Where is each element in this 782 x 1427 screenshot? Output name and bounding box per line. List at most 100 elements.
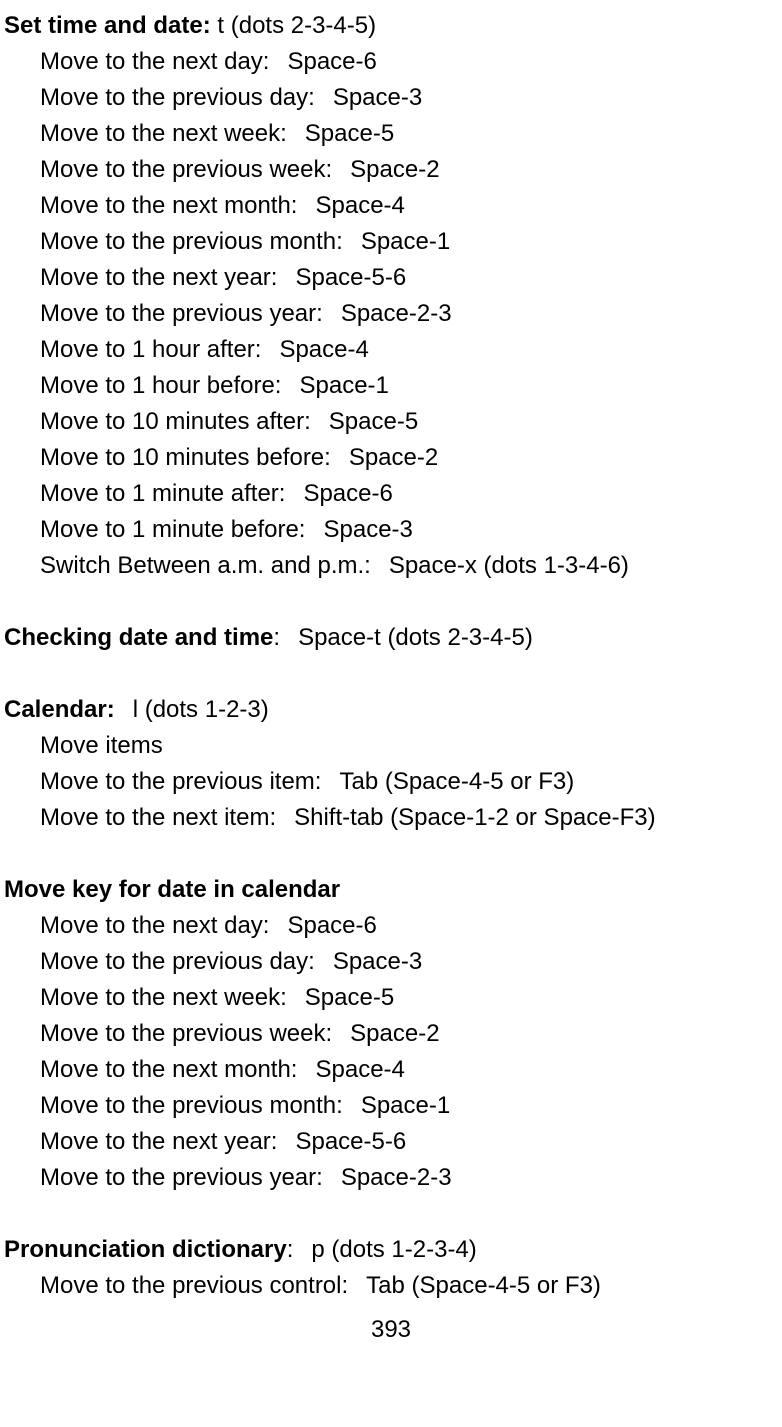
item-label: Move to the next week:	[40, 120, 287, 147]
heading-suffix: :	[287, 1236, 294, 1263]
item-value: Space-6	[303, 480, 392, 507]
item-value: Space-2	[349, 444, 438, 471]
item-label: Move to the next month:	[40, 192, 297, 219]
item-value: Space-4	[279, 336, 368, 363]
item-label: Move to the previous month:	[40, 228, 343, 255]
heading-calendar: Calendar: l (dots 1-2-3)	[4, 692, 778, 728]
items-calendar: Move items Move to the previous item: Tab …	[4, 728, 778, 836]
list-item: Move to 1 hour after: Space-4	[4, 332, 778, 368]
list-item: Move to the next month: Space-4	[4, 188, 778, 224]
item-value: Space-5	[329, 408, 418, 435]
list-item: Move to the next item: Shift-tab (Space-1…	[4, 800, 778, 836]
list-item: Move items	[4, 728, 778, 764]
list-item: Move to the previous month:Space-1	[4, 1088, 778, 1124]
item-value: Space-5-6	[295, 1128, 406, 1155]
item-value: Space-6	[287, 912, 376, 939]
list-item: Move to the previous month: Space-1	[4, 224, 778, 260]
list-item: Move to the previous day: Space-3	[4, 80, 778, 116]
heading-checking-date-time: Checking date and time: Space-t (dots 2-3…	[4, 620, 778, 656]
item-label: Move to the previous item:	[40, 768, 321, 795]
item-label: Move to the next week:	[40, 984, 287, 1011]
section-move-key-calendar: Move key for date in calendar Move to th…	[4, 872, 778, 1196]
item-value: Space-5	[305, 120, 394, 147]
item-value: Space-4	[315, 1056, 404, 1083]
heading-text: Calendar:	[4, 696, 115, 723]
heading-set-time-date: Set time and date: t (dots 2-3-4-5)	[4, 8, 778, 44]
heading-text: Pronunciation dictionary	[4, 1236, 287, 1263]
item-value: Space-3	[333, 948, 422, 975]
list-item: Move to the previous control: Tab (Space-…	[4, 1268, 778, 1304]
item-value: Tab (Space-4-5 or F3)	[366, 1272, 601, 1299]
item-label: Move to 1 minute before:	[40, 516, 305, 543]
list-item: Move to the previous day: Space-3	[4, 944, 778, 980]
list-item: Move to the previous year: Space-2-3	[4, 296, 778, 332]
item-label: Move to 1 hour before:	[40, 372, 281, 399]
heading-value: l (dots 1-2-3)	[133, 696, 269, 723]
item-value: Space-6	[287, 48, 376, 75]
list-item: Move to 10 minutes after: Space-5	[4, 404, 778, 440]
list-item: Move to the next week: Space-5	[4, 980, 778, 1016]
heading-value: p (dots 1-2-3-4)	[311, 1236, 476, 1263]
list-item: Move to the next day: Space-6	[4, 44, 778, 80]
item-value: Space-2	[350, 1020, 439, 1047]
item-label: Move to 10 minutes before:	[40, 444, 331, 471]
item-label: Move to the next item:	[40, 804, 276, 831]
heading-value: Space-t (dots 2-3-4-5)	[298, 624, 533, 651]
item-label: Move items	[40, 732, 163, 759]
item-label: Switch Between a.m. and p.m.:	[40, 552, 371, 579]
list-item: Move to 1 minute after: Space-6	[4, 476, 778, 512]
heading-move-key-calendar: Move key for date in calendar	[4, 872, 778, 908]
item-value: Space-5	[305, 984, 394, 1011]
item-value: Space-3	[333, 84, 422, 111]
item-label: Move to the next year:	[40, 264, 277, 291]
item-label: Move to the next year:	[40, 1128, 277, 1155]
item-label: Move to the next day:	[40, 48, 269, 75]
item-label: Move to 1 hour after:	[40, 336, 261, 363]
item-label: Move to the next day:	[40, 912, 269, 939]
item-value: Space-3	[323, 516, 412, 543]
heading-suffix: :	[273, 624, 280, 651]
item-label: Move to 1 minute after:	[40, 480, 285, 507]
item-value: Space-x (dots 1-3-4-6)	[389, 552, 629, 579]
item-label: Move to the previous day:	[40, 84, 315, 111]
items-pronunciation-dictionary: Move to the previous control: Tab (Space-…	[4, 1268, 778, 1304]
item-label: Move to the next month:	[40, 1056, 297, 1083]
list-item: Move to the next year: Space-5-6	[4, 1124, 778, 1160]
item-label: Move to the previous day:	[40, 948, 315, 975]
item-value: Space-1	[299, 372, 388, 399]
section-calendar: Calendar: l (dots 1-2-3) Move items Move t…	[4, 692, 778, 836]
item-value: Shift-tab (Space-1-2 or Space-F3)	[294, 804, 656, 831]
item-value: Space-2-3	[341, 1164, 452, 1191]
list-item: Move to the previous week: Space-2	[4, 152, 778, 188]
item-value: Space-4	[315, 192, 404, 219]
item-value: Space-1	[361, 228, 450, 255]
item-label: Move to the previous week:	[40, 156, 332, 183]
heading-text: Move key for date in calendar	[4, 876, 340, 903]
item-label: Move to the previous control:	[40, 1272, 348, 1299]
item-value: Tab (Space-4-5 or F3)	[339, 768, 574, 795]
items-move-key-calendar: Move to the next day: Space-6 Move to the …	[4, 908, 778, 1196]
item-value: Space-2-3	[341, 300, 452, 327]
section-pronunciation-dictionary: Pronunciation dictionary: p (dots 1-2-3-4…	[4, 1232, 778, 1304]
section-set-time-date: Set time and date: t (dots 2-3-4-5) Move…	[4, 8, 778, 584]
heading-pronunciation-dictionary: Pronunciation dictionary: p (dots 1-2-3-4…	[4, 1232, 778, 1268]
item-value: Space-2	[350, 156, 439, 183]
item-label: Move to the previous month:	[40, 1092, 343, 1119]
list-item: Move to the previous year: Space-2-3	[4, 1160, 778, 1196]
list-item: Move to 10 minutes before: Space-2	[4, 440, 778, 476]
list-item: Move to the next year: Space-5-6	[4, 260, 778, 296]
list-item: Move to 1 hour before: Space-1	[4, 368, 778, 404]
list-item: Switch Between a.m. and p.m.: Space-x (do…	[4, 548, 778, 584]
items-set-time-date: Move to the next day:Space-6Move to the …	[4, 44, 778, 584]
list-item: Move to the previous week:Space-2	[4, 1016, 778, 1052]
heading-text: Checking date and time	[4, 624, 273, 651]
list-item: Move to the next week: Space-5	[4, 116, 778, 152]
list-item: Move to 1 minute before: Space-3	[4, 512, 778, 548]
item-label: Move to the previous year:	[40, 1164, 323, 1191]
heading-text: Set time and date:	[4, 12, 211, 39]
section-checking-date-time: Checking date and time: Space-t (dots 2-3…	[4, 620, 778, 656]
item-label: Move to the previous year:	[40, 300, 323, 327]
heading-suffix: t (dots 2-3-4-5)	[211, 12, 376, 39]
item-value: Space-5-6	[295, 264, 406, 291]
item-label: Move to 10 minutes after:	[40, 408, 311, 435]
